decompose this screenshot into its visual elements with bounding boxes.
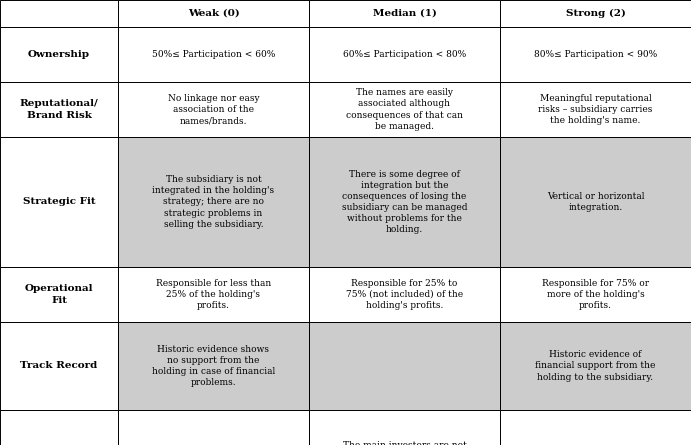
Bar [500,410,691,445]
Text: Meaningful reputational
risks – subsidiary carries
the holding's name.: Meaningful reputational risks – subsidia… [538,94,653,125]
Text: 50%≤ Participation < 60%: 50%≤ Participation < 60% [152,50,275,59]
Bar [0,322,118,410]
Text: Reputational/
Brand Risk: Reputational/ Brand Risk [19,99,98,120]
Bar [309,82,500,137]
Text: Responsible for 25% to
75% (not included) of the
holding's profits.: Responsible for 25% to 75% (not included… [346,279,463,310]
Text: Ownership: Ownership [28,50,90,59]
Text: Median (1): Median (1) [372,9,437,18]
Text: Responsible for 75% or
more of the holding's
profits.: Responsible for 75% or more of the holdi… [542,279,649,310]
Bar [500,0,691,27]
Text: Historic evidence of
financial support from the
holding to the subsidiary.: Historic evidence of financial support f… [536,350,656,382]
Bar [309,0,500,27]
Text: The subsidiary is not
integrated in the holding's
strategy; there are no
strateg: The subsidiary is not integrated in the … [153,175,274,229]
Bar [118,27,309,82]
Text: There is some degree of
integration but the
consequences of losing the
subsidiar: There is some degree of integration but … [342,170,467,234]
Bar [500,322,691,410]
Bar [118,410,309,445]
Bar [0,267,118,322]
Text: Vertical or horizontal
integration.: Vertical or horizontal integration. [547,192,644,212]
Bar [309,267,500,322]
Bar [0,410,118,445]
Bar [0,137,118,267]
Bar [0,82,118,137]
Bar [500,27,691,82]
Bar [0,27,118,82]
Text: Strong (2): Strong (2) [565,9,625,18]
Text: Strategic Fit: Strategic Fit [23,198,95,206]
Bar [309,137,500,267]
Text: Responsible for less than
25% of the holding's
profits.: Responsible for less than 25% of the hol… [156,279,271,310]
Text: 60%≤ Participation < 80%: 60%≤ Participation < 80% [343,50,466,59]
Text: Historic evidence shows
no support from the
holding in case of financial
problem: Historic evidence shows no support from … [152,345,275,387]
Bar [500,267,691,322]
Bar [309,322,500,410]
Bar [118,137,309,267]
Text: Track Record: Track Record [20,361,97,371]
Text: No linkage nor easy
association of the
names/brands.: No linkage nor easy association of the n… [168,94,259,125]
Bar [500,82,691,137]
Text: The names are easily
associated although
consequences of that can
be managed.: The names are easily associated although… [346,89,463,131]
Bar [0,0,118,27]
Bar [118,0,309,27]
Bar [118,267,309,322]
Bar [500,137,691,267]
Bar [309,410,500,445]
Text: 80%≤ Participation < 90%: 80%≤ Participation < 90% [534,50,657,59]
Text: Operational
Fit: Operational Fit [25,284,93,304]
Bar [309,27,500,82]
Bar [118,322,309,410]
Text: Weak (0): Weak (0) [188,9,239,18]
Bar [118,82,309,137]
Text: The main investors are not
the same, although there is
a small portion of fundin: The main investors are not the same, alt… [341,441,468,445]
